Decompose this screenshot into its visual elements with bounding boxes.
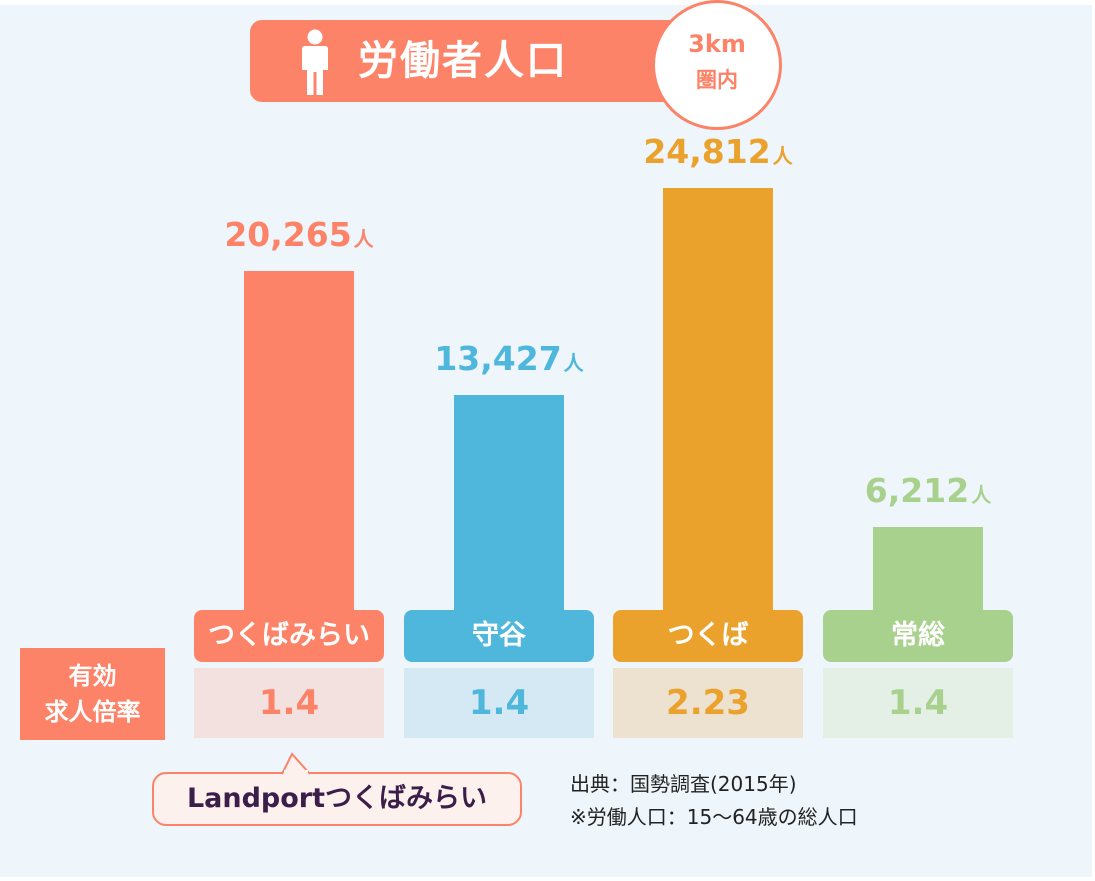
callout-pointer	[281, 752, 311, 775]
bar-value-label: 6,212 人	[808, 471, 1048, 510]
bar-value-unit: 人	[772, 144, 793, 168]
category-label: つくば	[613, 610, 803, 662]
bar-2	[454, 395, 564, 640]
radius-distance: 3km	[688, 30, 746, 58]
bar-value-unit: 人	[563, 351, 584, 376]
bar-value-label: 13,427 人	[389, 339, 629, 378]
bar-value-unit: 人	[353, 226, 374, 251]
bar-value-number: 13,427	[434, 339, 562, 379]
job-ratio-header-line1: 有効	[68, 662, 117, 690]
bar-value-unit: 人	[971, 482, 992, 507]
job-ratio-value: 1.4	[404, 668, 594, 738]
source-note: 出典：国勢調査(2015年)	[570, 772, 797, 796]
job-ratio-header: 有効 求人倍率	[20, 648, 165, 740]
definition-note: ※労働人口：15〜64歳の総人口	[570, 805, 858, 829]
bar-1	[244, 270, 354, 640]
callout-pointer-join	[284, 770, 308, 776]
job-ratio-value: 1.4	[194, 668, 384, 738]
radius-area-label: 圏内	[696, 68, 738, 92]
bar-value-label: 20,265 人	[179, 215, 419, 254]
radius-badge	[652, 0, 782, 130]
bar-value-number: 24,812	[643, 132, 771, 171]
bar-value-label: 24,812 人	[598, 132, 838, 171]
chart-title: 労働者人口	[358, 38, 568, 84]
bar-value-number: 20,265	[224, 214, 352, 254]
bar-3	[663, 188, 773, 640]
category-label: つくばみらい	[194, 610, 384, 662]
bar-value-number: 6,212	[864, 470, 970, 510]
person-icon	[302, 29, 328, 95]
job-ratio-value: 2.23	[613, 668, 803, 738]
job-ratio-value: 1.4	[823, 668, 1013, 738]
category-label: 守谷	[404, 610, 594, 662]
category-label: 常総	[823, 610, 1013, 662]
job-ratio-header-line2: 求人倍率	[44, 698, 141, 726]
site-callout: Landportつくばみらい	[152, 772, 522, 826]
